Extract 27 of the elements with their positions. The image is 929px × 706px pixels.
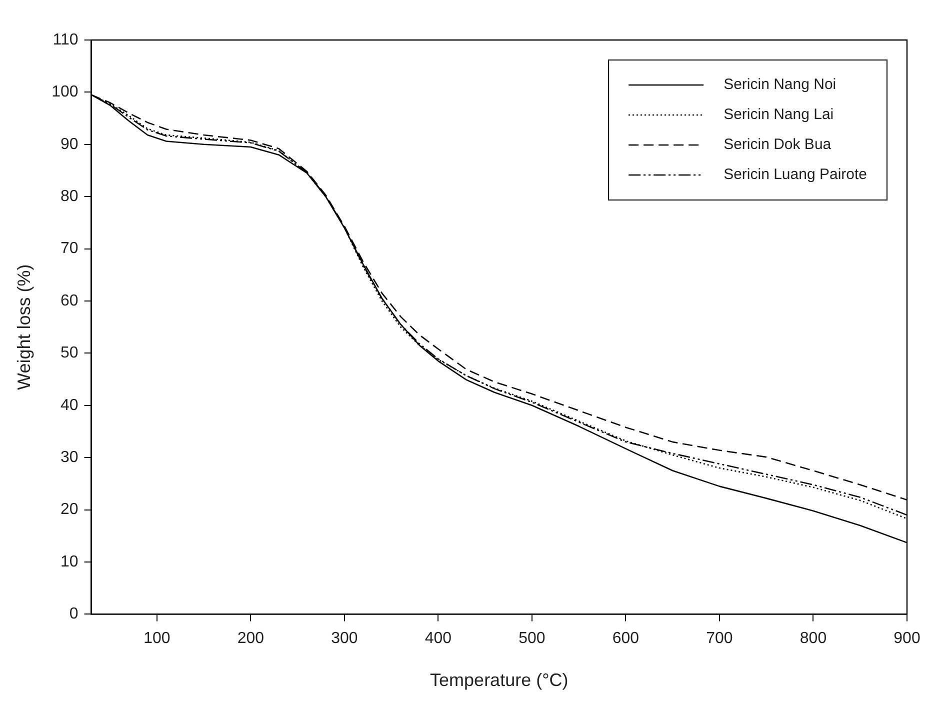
legend-label: Sericin Luang Pairote <box>724 166 868 184</box>
y-tick-label: 30 <box>60 449 78 466</box>
y-tick-label: 60 <box>60 292 78 310</box>
y-tick-label: 100 <box>52 84 78 101</box>
legend-label: Sericin Nang Lai <box>724 106 834 124</box>
y-axis-title: Weight loss (%) <box>14 264 34 390</box>
y-tick-label: 0 <box>69 606 78 623</box>
x-tick-label: 900 <box>894 630 920 648</box>
x-tick-label: 400 <box>424 630 452 648</box>
x-tick-label: 500 <box>518 630 546 648</box>
x-tick-label: 600 <box>612 630 640 648</box>
x-tick-label: 100 <box>144 630 170 648</box>
y-tick-label: 110 <box>52 31 78 48</box>
x-tick-label: 800 <box>800 630 827 648</box>
y-tick-label: 40 <box>60 396 78 414</box>
x-tick-label: 700 <box>706 630 733 648</box>
y-tick-label: 10 <box>60 553 78 570</box>
y-tick-label: 80 <box>60 188 78 206</box>
legend-label: Sericin Dok Bua <box>724 136 832 154</box>
x-axis-title: Temperature (°C) <box>430 670 568 690</box>
y-tick-label: 90 <box>60 136 78 153</box>
y-tick-label: 50 <box>60 344 78 362</box>
y-tick-label: 20 <box>60 501 78 518</box>
x-tick-label: 300 <box>331 630 358 648</box>
x-tick-label: 200 <box>237 630 264 648</box>
legend-label: Sericin Nang Noi <box>724 76 836 94</box>
y-tick-label: 70 <box>60 240 78 258</box>
